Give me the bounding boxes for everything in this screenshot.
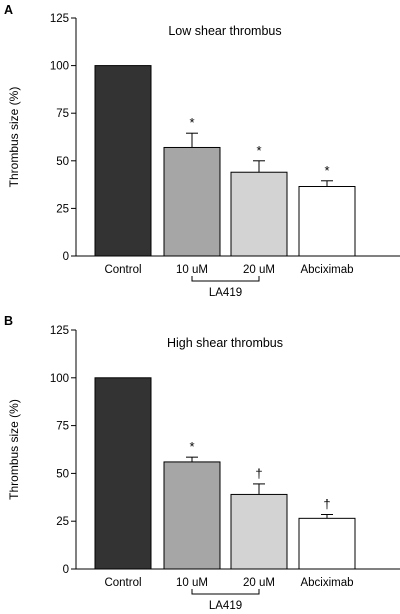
group-bracket xyxy=(191,276,260,282)
y-tick-label: 125 xyxy=(50,13,69,25)
x-tick-label: 20 uM xyxy=(243,264,275,276)
x-tick-label: Abciximab xyxy=(300,264,353,276)
panel-b: B High shear thrombus 0 25 50 75 100 125 Thrombu… xyxy=(4,314,400,612)
bar xyxy=(230,171,288,257)
y-axis-title: Thrombus size (%) xyxy=(7,87,21,188)
y-tick-label: 0 xyxy=(63,564,69,576)
bar xyxy=(230,493,288,570)
group-label: LA419 xyxy=(209,287,242,299)
significance-mark: * xyxy=(189,115,194,130)
y-tick-label: 25 xyxy=(56,516,69,528)
x-tick-label: Control xyxy=(104,577,141,589)
bar xyxy=(94,377,152,570)
bar xyxy=(298,517,356,570)
y-tick-label: 125 xyxy=(50,325,69,337)
bar xyxy=(94,65,152,257)
y-tick-label: 100 xyxy=(50,61,69,73)
significance-mark: * xyxy=(256,143,261,158)
y-tick-label: 25 xyxy=(56,203,69,215)
panel-letter: A xyxy=(4,3,13,17)
y-tick-label: 75 xyxy=(56,108,69,120)
x-tick-label: Control xyxy=(104,264,141,276)
bar xyxy=(298,186,356,257)
panel-letter: B xyxy=(4,314,13,328)
y-tick-label: 75 xyxy=(56,421,69,433)
group-bracket xyxy=(191,589,260,595)
y-axis-title: Thrombus size (%) xyxy=(7,399,21,500)
bar xyxy=(163,461,221,570)
x-tick-label: 10 uM xyxy=(176,577,208,589)
significance-mark: * xyxy=(189,439,194,454)
y-tick-label: 50 xyxy=(56,468,69,480)
x-tick-label: 20 uM xyxy=(243,577,275,589)
chart-title: High shear thrombus xyxy=(167,336,283,350)
x-tick-label: 10 uM xyxy=(176,264,208,276)
y-tick-label: 0 xyxy=(63,251,69,263)
significance-mark: † xyxy=(323,497,330,512)
significance-mark: * xyxy=(324,163,329,178)
x-tick-label: Abciximab xyxy=(300,577,353,589)
significance-mark: † xyxy=(255,466,262,481)
y-tick-label: 100 xyxy=(50,373,69,385)
group-label: LA419 xyxy=(209,600,242,612)
panel-a: A Low shear thrombus 0 25 50 75 100 125 Thrombus… xyxy=(4,3,400,299)
bar xyxy=(163,146,221,257)
y-tick-label: 50 xyxy=(56,156,69,168)
chart-title: Low shear thrombus xyxy=(168,24,281,38)
